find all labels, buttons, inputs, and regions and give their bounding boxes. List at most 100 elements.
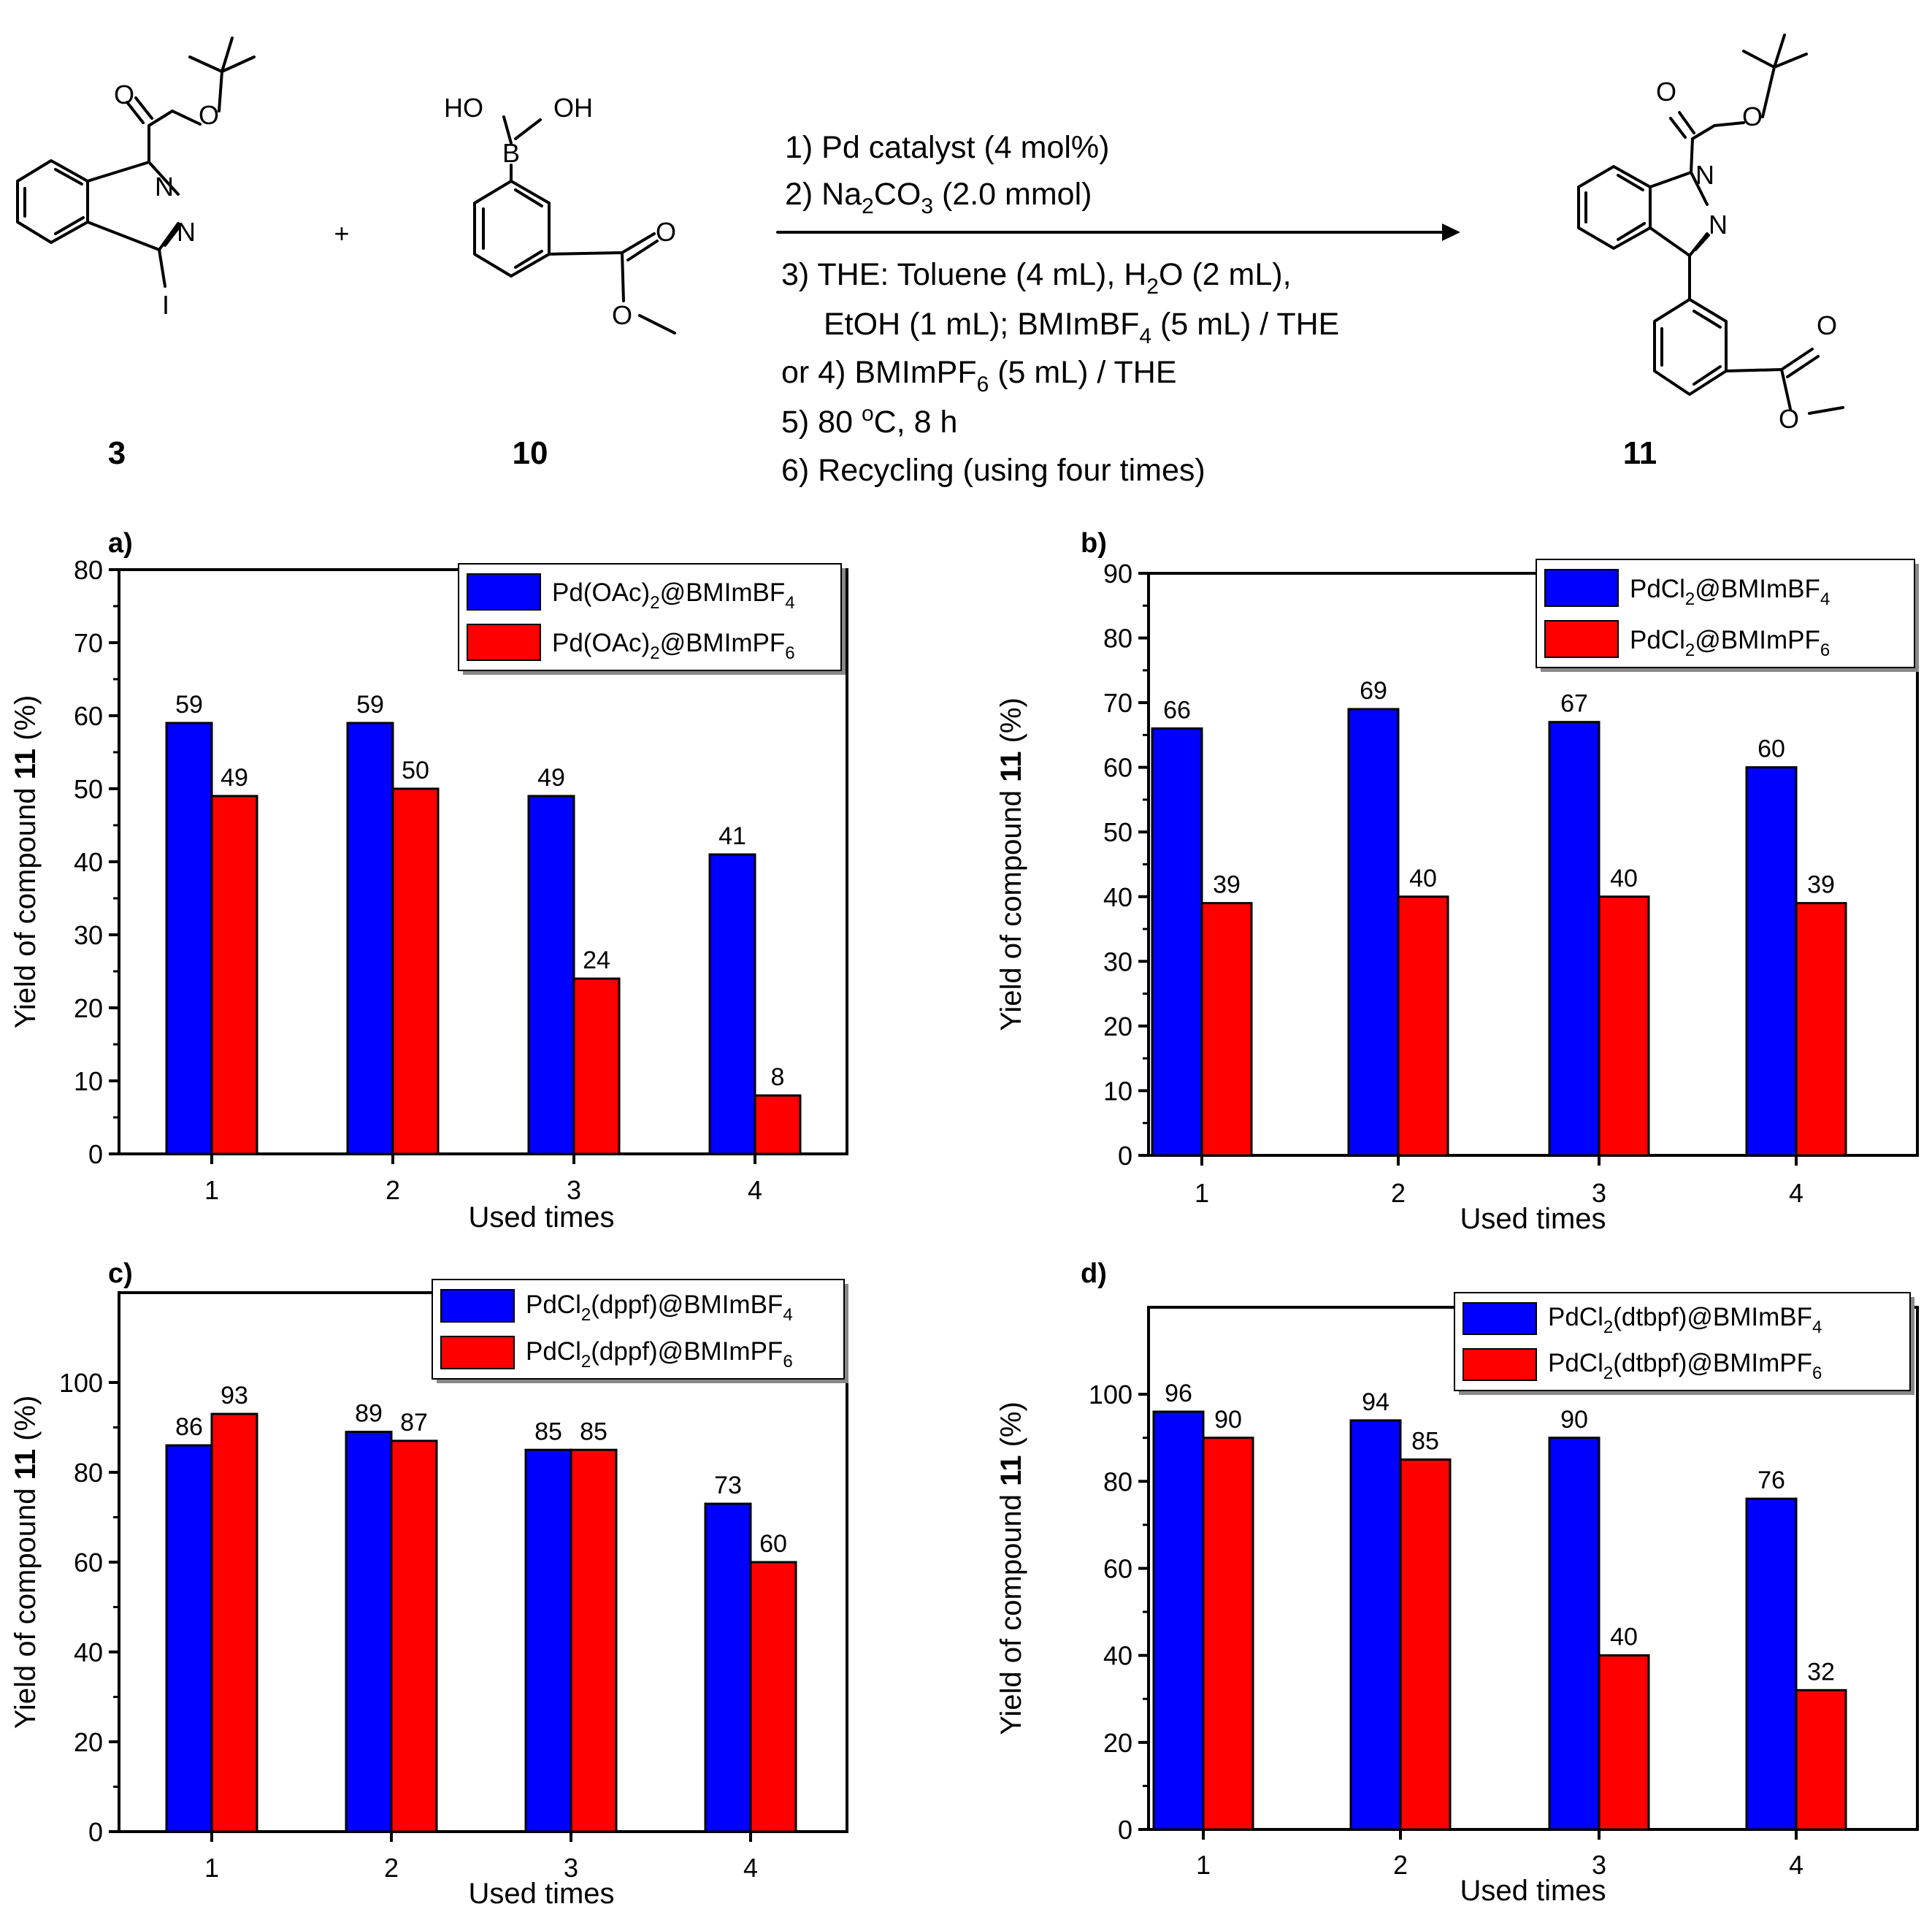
data-label-b-bf4-3: 67 — [1560, 690, 1588, 718]
bar-c-bf4-1 — [165, 1444, 213, 1833]
legend-label-main-d-0: PdCl — [1548, 1303, 1603, 1331]
legend-label-b-pf6: PdCl2@BMImPF6 — [1630, 626, 1830, 660]
legend-swatch-c-pf6 — [440, 1336, 515, 1369]
data-label-b-pf6-1: 39 — [1213, 871, 1241, 899]
bar-b-pf6-3 — [1598, 895, 1650, 1157]
legend-label-sub1-b-0: 2 — [1685, 589, 1695, 609]
y-axis-title-pre-c: Yield of compound — [9, 1480, 42, 1729]
x-tick-label-b-1: 2 — [1391, 1178, 1406, 1208]
x-tick-label-a-0: 1 — [204, 1175, 219, 1205]
x-tick-label-b-2: 3 — [1592, 1178, 1606, 1208]
x-axis-title-b: Used times — [1460, 1203, 1606, 1235]
chart-panel-d: 0 20 40 60 80 100 1 2 3 4 96 94 90 76 90 85 40 32 d) Used t… — [995, 1258, 1919, 1907]
bar-c-pf6-4 — [749, 1561, 797, 1833]
legend-label-main-b-0: PdCl — [1630, 575, 1685, 603]
condition-2: 2) Na2CO3 (2.0 mmol) — [785, 177, 1092, 218]
data-label-d-bf4-3: 90 — [1560, 1406, 1588, 1434]
legend-label-mid-c-0: (dppf)@BMImBF — [591, 1290, 783, 1319]
panel-label-d: d) — [1081, 1258, 1107, 1289]
y-axis-title-bold-a: 11 — [9, 749, 42, 779]
data-label-c-pf6-1: 93 — [221, 1382, 248, 1410]
y-tick-label-d-0: 0 — [1118, 1815, 1132, 1845]
legend-swatch-b-pf6 — [1544, 620, 1619, 658]
x-tick-label-b-3: 4 — [1789, 1178, 1803, 1208]
x-tick-label-a-3: 4 — [748, 1175, 762, 1205]
legend-label-sub2-d-1: 6 — [1812, 1363, 1822, 1383]
legend-swatch-d-pf6 — [1463, 1348, 1537, 1381]
y-tick-label-d-5: 100 — [1089, 1380, 1132, 1410]
x-tick-label-c-0: 1 — [204, 1853, 219, 1883]
condition-4: or 4) BMImPF6 (5 mL) / THE — [781, 355, 1177, 397]
legend-label-sub1-a-1: 2 — [650, 643, 659, 663]
data-label-b-pf6-3: 40 — [1610, 865, 1638, 892]
legend-label-main-a-1: Pd(OAc) — [552, 629, 650, 657]
bar-b-pf6-4 — [1795, 902, 1847, 1157]
bar-a-pf6-1 — [210, 795, 258, 1155]
legend-label-d-bf4: PdCl2(dtbpf)@BMImBF4 — [1548, 1303, 1822, 1337]
data-label-d-bf4-2: 94 — [1362, 1388, 1389, 1416]
legend-label-sub2-d-0: 4 — [1812, 1317, 1822, 1337]
y-tick-label-b-6: 60 — [1103, 753, 1132, 783]
bar-b-bf4-2 — [1347, 708, 1400, 1157]
x-tick-label-c-1: 2 — [384, 1853, 399, 1883]
x-tick-label-d-2: 3 — [1592, 1850, 1606, 1880]
y-axis-title-pre-b: Yield of compound — [995, 782, 1027, 1031]
y-tick-label-d-3: 60 — [1103, 1554, 1132, 1584]
x-tick-label-b-0: 1 — [1195, 1178, 1209, 1208]
data-label-d-pf6-4: 32 — [1807, 1658, 1835, 1686]
data-label-d-bf4-1: 96 — [1165, 1380, 1192, 1407]
bar-d-pf6-3 — [1598, 1654, 1650, 1831]
compound-3-oxygen-ester: O — [199, 100, 219, 130]
y-tick-label-a-5: 50 — [74, 774, 103, 804]
arrow-head — [1442, 223, 1460, 241]
legend-label-sub2-b-0: 4 — [1820, 589, 1830, 609]
y-tick-label-a-7: 70 — [74, 628, 103, 658]
compound-10-label: 10 — [513, 435, 548, 471]
compound-11-nitrogen-1: N — [1695, 160, 1714, 190]
plus-sign: + — [334, 218, 349, 248]
y-tick-label-d-4: 80 — [1103, 1466, 1132, 1496]
y-axis-title-post-a: (%) — [9, 695, 42, 749]
data-label-a-pf6-2: 50 — [402, 757, 429, 784]
y-axis-title-b: Yield of compound 11 (%) — [995, 697, 1027, 1031]
legend-label-mid-a-1: @BMImPF — [660, 629, 786, 657]
y-tick-label-a-8: 80 — [74, 555, 103, 585]
bar-b-bf4-1 — [1151, 727, 1203, 1157]
condition-5: 5) 80 oC, 8 h — [781, 402, 957, 440]
panel-label-b: b) — [1081, 528, 1107, 559]
legend-label-sub2-b-1: 6 — [1820, 640, 1830, 660]
y-tick-label-d-2: 40 — [1103, 1641, 1132, 1671]
bar-c-pf6-3 — [570, 1448, 618, 1833]
y-tick-label-a-4: 40 — [74, 847, 103, 877]
data-label-b-pf6-2: 40 — [1409, 865, 1437, 892]
data-label-d-pf6-1: 90 — [1214, 1406, 1242, 1434]
x-tick-label-c-3: 4 — [743, 1853, 758, 1883]
reaction-scheme — [16, 34, 1844, 415]
legend-label-main-c-0: PdCl — [526, 1290, 581, 1319]
panel-label-a: a) — [108, 528, 133, 559]
legend-label-sub2-a-0: 4 — [785, 593, 794, 613]
y-axis-title-post-c: (%) — [9, 1396, 42, 1449]
compound-11-structure — [1577, 34, 1844, 415]
data-label-a-bf4-4: 41 — [718, 822, 746, 850]
y-tick-label-a-1: 10 — [74, 1066, 103, 1096]
data-label-a-pf6-1: 49 — [221, 764, 248, 792]
bar-b-bf4-4 — [1745, 766, 1798, 1157]
legend-label-b-bf4: PdCl2@BMImBF4 — [1630, 575, 1830, 609]
compound-3-nitrogen-1: N — [155, 172, 174, 202]
legend-label-main-a-0: Pd(OAc) — [552, 578, 650, 607]
x-tick-label-c-2: 3 — [564, 1853, 578, 1883]
compound-11-oxygen-carbonyl: O — [1656, 77, 1676, 107]
bar-d-bf4-4 — [1745, 1497, 1798, 1831]
panel-label-c: c) — [108, 1258, 133, 1289]
legend-swatch-a-bf4 — [467, 573, 541, 611]
compound-11-oxygen-ester: O — [1742, 102, 1763, 131]
x-axis-title-a: Used times — [468, 1201, 614, 1234]
legend-label-sub1-c-0: 2 — [581, 1305, 591, 1325]
compound-3-nitrogen-2: N — [177, 217, 196, 247]
data-label-a-bf4-2: 59 — [356, 691, 384, 719]
y-tick-label-c-1: 20 — [74, 1727, 103, 1757]
data-label-b-bf4-2: 69 — [1360, 677, 1387, 705]
condition-3: 3) THE: Toluene (4 mL), H2O (2 mL), — [781, 257, 1292, 299]
